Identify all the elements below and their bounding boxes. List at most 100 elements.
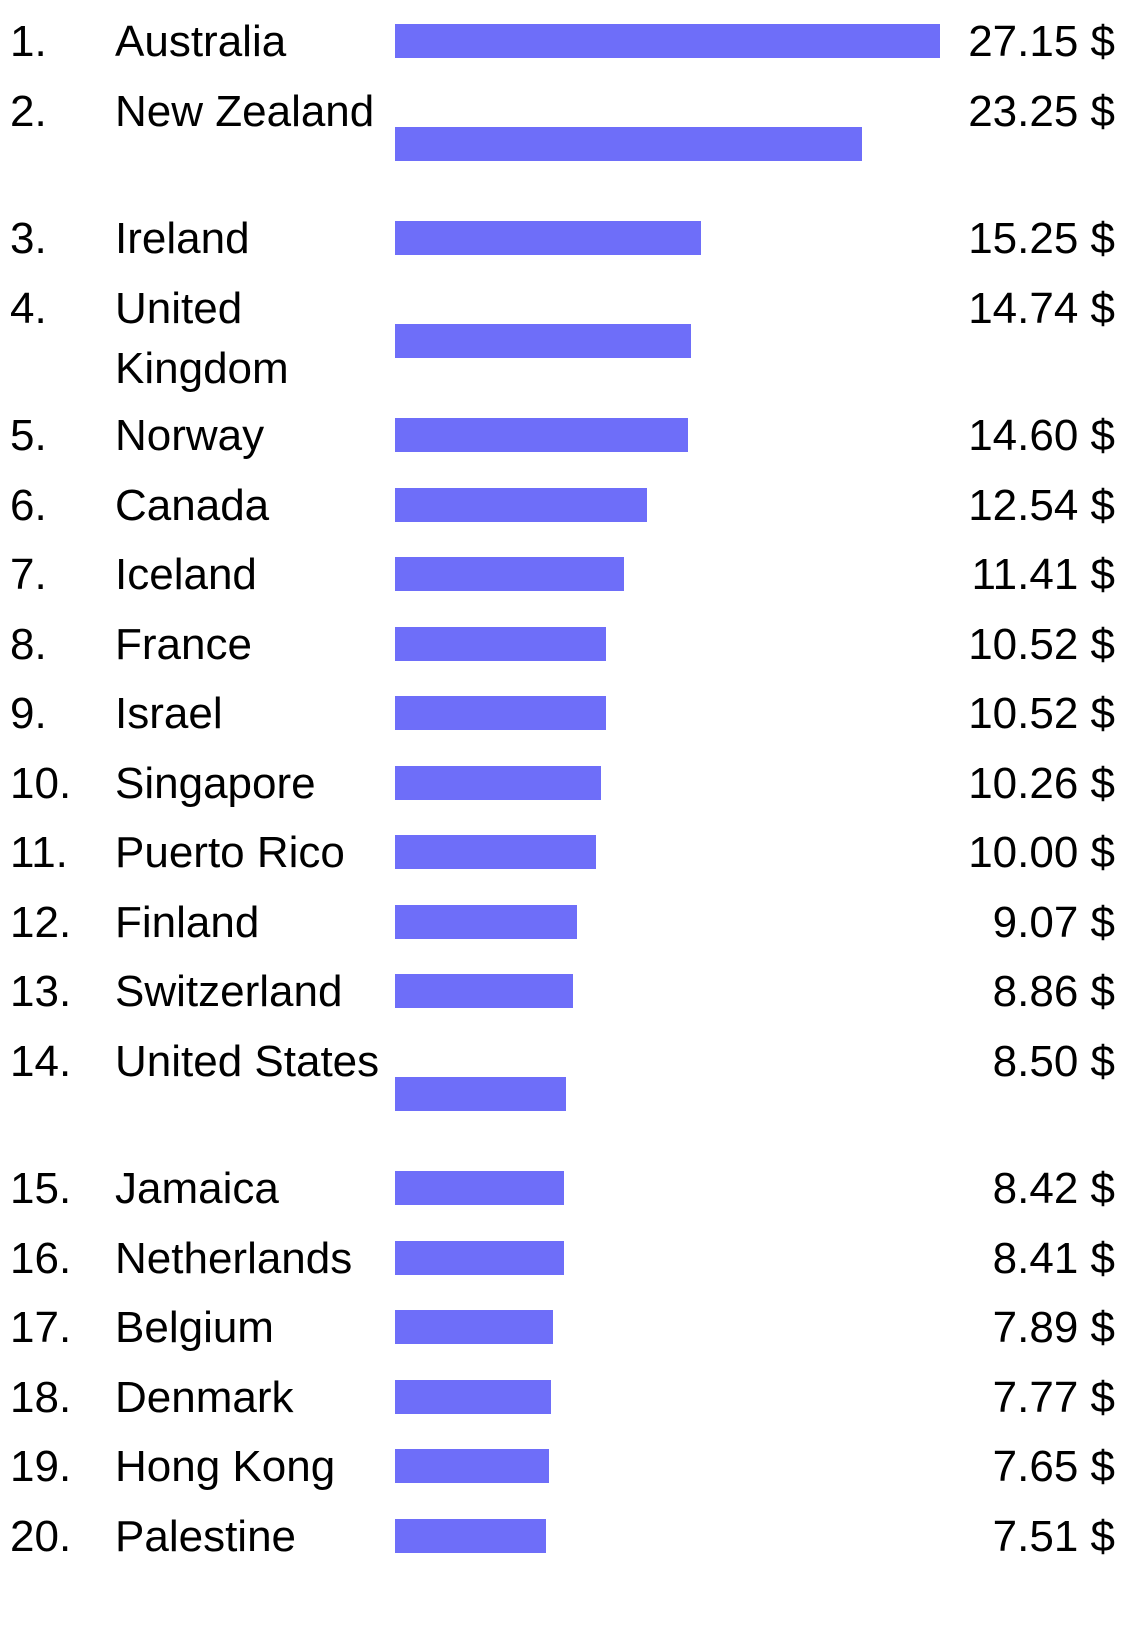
bar [395, 765, 601, 800]
chart-row: 20. Palestine 7.51 $ [0, 1507, 1125, 1577]
rank-label: 12. [10, 897, 72, 947]
bar [395, 1449, 549, 1483]
value-label: 9.07 $ [992, 897, 1115, 947]
bar [395, 323, 691, 358]
bar [395, 1171, 564, 1205]
bar [395, 24, 940, 58]
value-label: 14.74 $ [968, 283, 1115, 333]
country-label: United States [115, 1036, 380, 1086]
chart-row: 8. France 10.52 $ [0, 615, 1125, 685]
rank-label: 3. [10, 214, 47, 263]
rank-label: 11. [10, 828, 68, 877]
rank-label: 9. [10, 689, 47, 738]
country-label: Jamaica [115, 1164, 279, 1213]
chart-row: 9. Israel 10.52 $ [0, 684, 1125, 754]
country-label: Finland [115, 897, 260, 947]
value-label: 7.77 $ [992, 1372, 1115, 1422]
value-label: 15.25 $ [968, 214, 1115, 263]
value-label: 10.52 $ [968, 689, 1115, 738]
country-label: Puerto Rico [115, 828, 345, 877]
rank-label: 2. [10, 86, 47, 136]
country-label: Australia [115, 17, 287, 66]
value-label: 10.00 $ [968, 828, 1115, 877]
country-label: United Kingdom [115, 283, 289, 393]
rank-label: 1. [10, 17, 47, 66]
chart-row: 7. Iceland 11.41 $ [0, 545, 1125, 615]
rank-label: 14. [10, 1036, 72, 1086]
country-label: Belgium [115, 1303, 274, 1352]
value-label: 7.89 $ [992, 1303, 1115, 1352]
bar [395, 904, 577, 939]
chart-row: 3. Ireland 15.25 $ [0, 209, 1125, 279]
chart-row: 12. Finland 9.07 $ [0, 893, 1125, 963]
bar [395, 626, 606, 661]
country-label: Switzerland [115, 967, 343, 1016]
country-label: France [115, 619, 252, 669]
country-label: Netherlands [115, 1233, 353, 1283]
chart-row: 16. Netherlands 8.41 $ [0, 1229, 1125, 1299]
rank-label: 5. [10, 411, 47, 460]
value-label: 8.41 $ [992, 1233, 1115, 1283]
rank-label: 6. [10, 480, 47, 530]
country-label: Denmark [115, 1372, 294, 1422]
chart-row: 18. Denmark 7.77 $ [0, 1368, 1125, 1438]
rank-label: 19. [10, 1442, 72, 1491]
chart-row: 4. United Kingdom 14.74 $ [0, 279, 1125, 407]
rank-label: 16. [10, 1233, 72, 1283]
chart-row: 5. Norway 14.60 $ [0, 406, 1125, 476]
chart-row: 10. Singapore 10.26 $ [0, 754, 1125, 824]
rank-label: 20. [10, 1511, 72, 1561]
bar [395, 835, 596, 869]
value-label: 7.65 $ [992, 1442, 1115, 1491]
value-label: 10.52 $ [968, 619, 1115, 669]
bar [395, 1518, 546, 1553]
country-label: New Zealand [115, 86, 375, 136]
value-label: 27.15 $ [968, 17, 1115, 66]
bar [395, 126, 862, 161]
rank-label: 17. [10, 1303, 72, 1352]
value-label: 8.50 $ [992, 1036, 1115, 1086]
chart-row: 15. Jamaica 8.42 $ [0, 1159, 1125, 1229]
bar [395, 696, 606, 730]
country-label: Canada [115, 480, 270, 530]
rank-label: 18. [10, 1372, 72, 1422]
country-label: Hong Kong [115, 1442, 336, 1491]
bar [395, 1076, 566, 1111]
chart-row: 1. Australia 27.15 $ [0, 12, 1125, 82]
country-label: Israel [115, 689, 223, 738]
value-label: 7.51 $ [992, 1511, 1115, 1561]
bar [395, 418, 688, 452]
rank-label: 7. [10, 550, 47, 599]
rank-label: 4. [10, 283, 47, 333]
bar [395, 1379, 551, 1414]
value-label: 8.42 $ [992, 1164, 1115, 1213]
chart-row: 6. Canada 12.54 $ [0, 476, 1125, 546]
value-label: 8.86 $ [992, 967, 1115, 1016]
bar [395, 487, 647, 522]
chart-row: 11. Puerto Rico 10.00 $ [0, 823, 1125, 893]
chart-row: 13. Switzerland 8.86 $ [0, 962, 1125, 1032]
chart-row: 14. United States 8.50 $ [0, 1032, 1125, 1160]
chart-row: 19. Hong Kong 7.65 $ [0, 1437, 1125, 1507]
bar [395, 974, 573, 1008]
country-label: Singapore [115, 758, 316, 808]
bar [395, 221, 701, 255]
rank-label: 8. [10, 619, 47, 669]
rank-label: 10. [10, 758, 72, 808]
rank-label: 15. [10, 1164, 72, 1213]
value-label: 11.41 $ [971, 550, 1115, 599]
value-label: 14.60 $ [968, 411, 1115, 460]
country-label: Ireland [115, 214, 250, 263]
bar [395, 1310, 553, 1344]
chart-row: 17. Belgium 7.89 $ [0, 1298, 1125, 1368]
bar [395, 557, 624, 591]
country-label: Palestine [115, 1511, 297, 1561]
value-label: 12.54 $ [968, 480, 1115, 530]
bar [395, 1240, 564, 1275]
value-label: 23.25 $ [968, 86, 1115, 136]
chart-row: 2. New Zealand 23.25 $ [0, 82, 1125, 210]
value-label: 10.26 $ [968, 758, 1115, 808]
country-label: Iceland [115, 550, 257, 599]
country-label: Norway [115, 411, 265, 460]
